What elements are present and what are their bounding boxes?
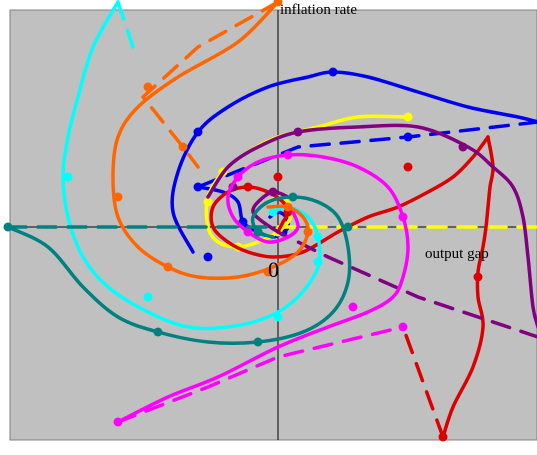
series-1-point-1 [193,127,203,137]
series-1-point-3 [403,132,413,142]
series-5-point-3 [348,302,358,312]
series-6-point-2 [143,292,153,302]
series-8-point-7 [303,227,313,237]
series-6-point-6 [268,207,278,217]
series-7-point-6 [253,227,263,237]
origin-label: 0 [268,257,279,282]
series-3-point-3 [473,272,483,282]
series-5-point-7 [243,227,253,237]
series-7-point-4 [343,222,353,232]
series-1-point-8 [203,252,213,262]
series-8-dashed-jump [141,0,280,169]
series-3-trajectory [209,135,490,259]
series-2-point-1 [403,112,413,122]
series-4-trajectory [206,123,537,329]
series-4-point-2 [458,142,468,152]
series-5-point-6 [233,172,243,182]
series-8-point-1 [273,0,283,7]
series-6-point-5 [313,232,323,242]
series-5-dashed-jump [116,325,405,424]
series-5-point-5 [283,150,293,160]
series-8-point-4 [113,192,123,202]
series-layer [3,0,537,442]
series-2-point-3 [203,197,213,207]
series-3-point-6 [243,182,253,192]
series-3-dashed-jump [401,325,445,439]
series-6-point-4 [313,257,323,267]
series-7-point-5 [288,192,298,202]
series-5-trajectory [116,152,410,424]
series-4-point-4 [268,187,278,197]
series-6-dashed-jump [116,0,135,49]
series-3-point-1 [273,172,283,182]
series-7-point-3 [253,337,263,347]
series-4-point-1 [293,127,303,137]
y-axis-label: inflation rate [280,2,357,18]
series-5-point-4 [398,212,408,222]
series-6-point-1 [63,172,73,182]
series-8-point-5 [163,262,173,272]
series-5-point-2 [398,322,408,332]
series-8-point-6 [263,267,273,277]
series-1-trajectory [170,70,537,254]
series-5-point-1 [113,417,123,427]
series-8-point-8 [283,202,293,212]
series-1-point-4 [193,182,203,192]
series-7-point-2 [153,327,163,337]
x-axis-label: output gap [425,246,489,262]
series-7-trajectory [6,195,352,346]
series-6-point-3 [273,312,283,322]
series-3-point-2 [403,162,413,172]
series-8-point-3 [178,142,188,152]
series-1-dashed-jump [196,120,537,189]
series-3-tail [441,135,495,439]
series-8-point-2 [143,82,153,92]
series-7-point-1 [3,222,13,232]
series-3-point-4 [438,432,448,442]
plot-background [9,9,537,441]
series-1-point-2 [328,67,338,77]
